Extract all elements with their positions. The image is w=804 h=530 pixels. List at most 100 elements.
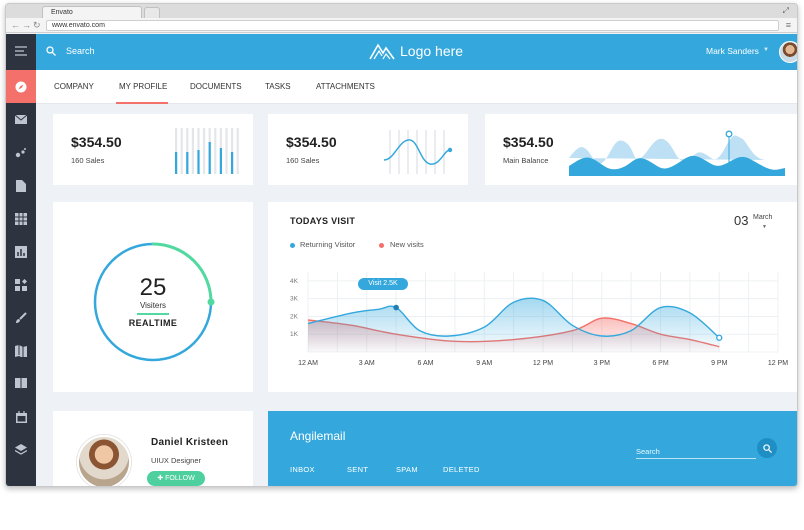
profile-name: Daniel Kristeen [151,437,229,448]
visitor-count: 25 [139,274,167,301]
mail-icon[interactable] [6,103,36,136]
tab-my-profile[interactable]: MY PROFILE [119,82,168,91]
grid-icon[interactable] [6,202,36,235]
spark-bar-track [186,128,189,174]
browser-tabstrip: Envato ⤢ [6,4,797,18]
y-tick-label: 3K [290,296,299,303]
spark-bar [186,152,189,174]
spark-bar-track [225,128,228,174]
stat-card-balance: $354.50 Main Balance [485,114,797,185]
widgets-icon[interactable] [6,268,36,301]
top-bar: Search Logo here Mark Sanders ▼ [36,34,797,70]
legend-dot-new [379,243,384,248]
visitor-unit: Visiters [139,301,167,310]
logo-text: Logo here [400,43,464,59]
sales-bar-sparkline [175,128,239,174]
spark-bar-track [236,128,239,174]
stat-value: $354.50 [503,134,554,150]
dots-icon[interactable] [6,136,36,169]
y-tick-label: 4K [290,278,299,285]
logo[interactable]: Logo here [369,42,463,60]
legend-dot-returning [290,243,295,248]
browser-toolbar: ← → ↻ www.envato.com ≡ [6,18,797,33]
calendar-icon[interactable] [6,400,36,433]
todays-visit-card: TODAYS VISIT Returning Visitor New visit… [268,202,797,392]
map-icon[interactable] [6,334,36,367]
back-icon[interactable]: ← [11,20,20,30]
tooltip-point[interactable] [393,304,399,311]
series-line [307,297,720,339]
browser-tab-title: Envato [51,9,73,16]
document-icon[interactable] [6,169,36,202]
new-tab-button[interactable] [144,7,160,18]
tab-tasks[interactable]: TASKS [265,82,291,91]
mail-title: Angilemail [290,429,346,443]
url-text: www.envato.com [52,22,105,29]
spark-bar-track [191,128,194,174]
stat-value: $354.50 [286,134,337,150]
sidebar [6,34,36,486]
spark-bar [231,152,234,174]
address-bar[interactable]: www.envato.com [46,20,779,31]
plus-icon: ✚ [157,475,166,482]
tab-company[interactable]: COMPANY [54,82,94,91]
browser-tab[interactable]: Envato [42,6,142,18]
series-area [308,298,720,352]
profile-photo[interactable] [77,435,131,486]
y-tick-label: 2K [290,313,299,320]
search-icon[interactable] [46,46,56,56]
date-month[interactable]: March [753,214,773,221]
avatar[interactable] [779,41,797,63]
user-name[interactable]: Mark Sanders [706,46,759,56]
search-icon [762,443,772,453]
profile-card: Daniel Kristeen UIUX Designer ✚ FOLLOW [53,411,253,486]
browser-menu-icon[interactable]: ≡ [785,20,791,30]
x-tick-label: 9 PM [711,360,728,367]
profile-role: UIUX Designer [151,456,202,465]
stat-card-wave: $354.50 160 Sales [268,114,468,185]
spark-bar [208,142,211,174]
mail-tab-spam[interactable]: SPAM [396,465,418,474]
chevron-down-icon[interactable]: ▼ [763,47,769,53]
tab-documents[interactable]: DOCUMENTS [190,82,242,91]
realtime-visitors-card: 25 Visiters REALTIME [53,202,253,392]
chevron-down-icon[interactable]: ▼ [762,224,767,230]
stat-label: 160 Sales [286,156,320,165]
spark-bar-track [231,128,234,174]
mail-tab-inbox[interactable]: INBOX [290,465,315,474]
follow-label: FOLLOW [165,475,195,482]
brush-icon[interactable] [6,301,36,334]
spark-bar [175,152,178,174]
mail-card: Angilemail INBOX SENT SPAM DELETED Searc… [268,411,797,486]
book-icon[interactable] [6,367,36,400]
forward-icon[interactable]: → [22,20,31,30]
chart-tooltip: Visit 2.5K [358,278,408,290]
wave-sparkline [383,130,453,174]
follow-button[interactable]: ✚ FOLLOW [147,471,205,486]
layers-icon[interactable] [6,433,36,466]
bar-chart-icon[interactable] [6,235,36,268]
realtime-gauge [93,242,215,362]
x-tick-label: 6 PM [652,360,669,367]
spark-bar-track [203,128,206,174]
mail-search-button[interactable] [757,438,777,458]
stat-card-sales: $354.50 160 Sales [53,114,253,185]
compass-icon[interactable] [6,70,36,103]
mail-tab-deleted[interactable]: DELETED [443,465,480,474]
active-tab-indicator [116,102,168,104]
legend-new: New visits [390,240,424,249]
mail-tab-sent[interactable]: SENT [347,465,369,474]
x-tick-label: 6 AM [418,360,434,367]
top-search-input[interactable]: Search [66,46,95,56]
stat-label: 160 Sales [71,156,105,165]
reload-icon[interactable]: ↻ [33,20,41,30]
chart-title: TODAYS VISIT [290,216,356,226]
profile-tabs: COMPANY MY PROFILE DOCUMENTS TASKS ATTAC… [36,70,797,104]
menu-icon[interactable] [6,34,36,67]
mail-search-input[interactable]: Search [636,444,756,459]
x-tick-label: 3 AM [359,360,375,367]
window-resize-icon[interactable]: ⤢ [782,6,789,15]
tab-attachments[interactable]: ATTACHMENTS [316,82,375,91]
spark-bar-track [175,128,178,174]
visit-chart: 4K 3K 2K 1K 12 AM 3 AM 6 AM 9 AM 12 PM 3 PM 6 PM 9 … [290,272,788,367]
